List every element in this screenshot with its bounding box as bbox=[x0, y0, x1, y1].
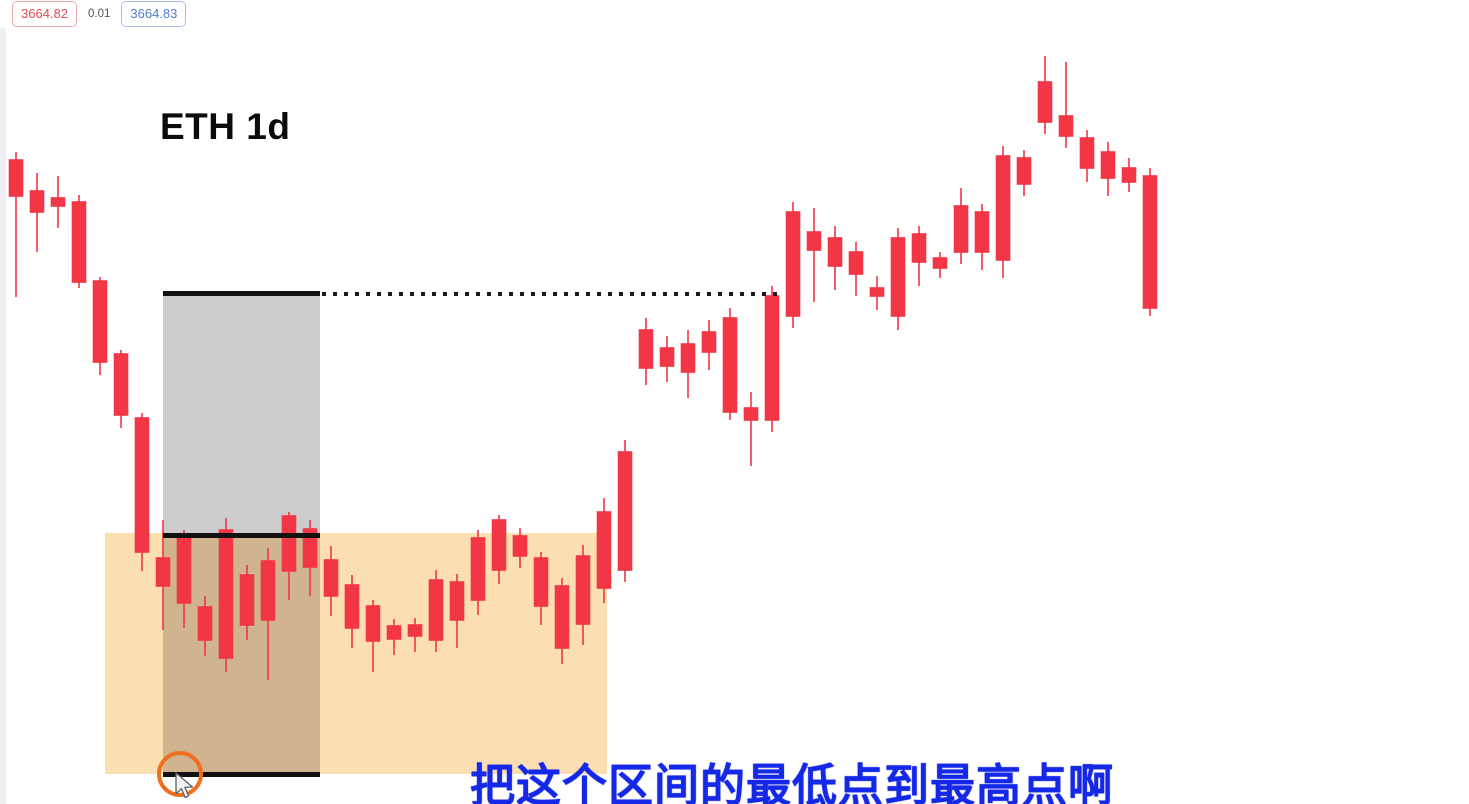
candlestick-chart-pane[interactable]: ETH 1d 把这个区间的最低点到最高点啊 bbox=[0, 28, 1469, 804]
mouse-cursor-icon bbox=[175, 772, 194, 799]
spread-value: 0.01 bbox=[88, 8, 111, 20]
page-title: ETH 1d bbox=[160, 106, 291, 147]
price-ticker-bar: 3664.82 0.01 3664.83 bbox=[0, 0, 1469, 28]
subtitle-caption: 把这个区间的最低点到最高点啊 bbox=[470, 759, 1115, 804]
bid-price-pill[interactable]: 3664.82 bbox=[12, 1, 77, 27]
range-high-line[interactable] bbox=[163, 291, 320, 296]
range-low-line[interactable] bbox=[163, 772, 320, 777]
ask-price-pill[interactable]: 3664.83 bbox=[121, 1, 187, 27]
candlestick-series bbox=[8, 56, 1158, 680]
upper-range-box[interactable] bbox=[163, 293, 320, 536]
range-high-projection-dotted-line bbox=[322, 292, 783, 296]
left-page-edge bbox=[0, 28, 6, 804]
range-mid-line[interactable] bbox=[163, 533, 320, 538]
cursor-highlight-ring bbox=[157, 751, 203, 797]
